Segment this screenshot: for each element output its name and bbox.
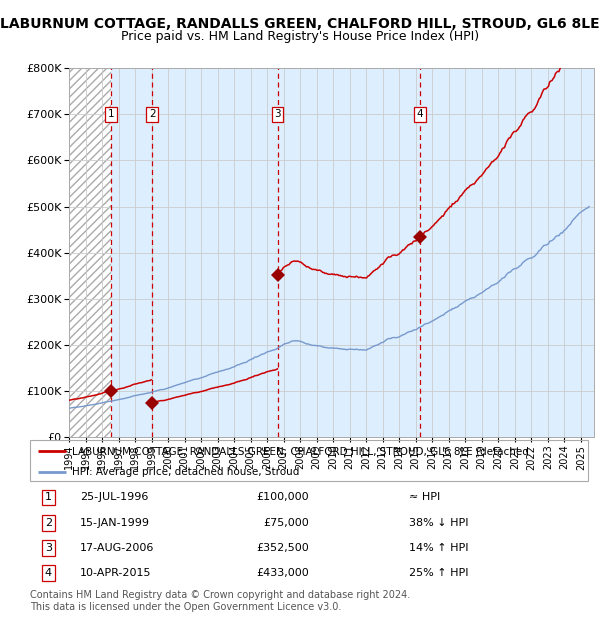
Text: £100,000: £100,000 xyxy=(256,492,309,502)
Bar xyxy=(111,68,152,437)
Bar xyxy=(420,68,594,437)
Text: 25% ↑ HPI: 25% ↑ HPI xyxy=(409,569,469,578)
Text: 1: 1 xyxy=(108,109,115,119)
Text: £433,000: £433,000 xyxy=(256,569,309,578)
Text: 38% ↓ HPI: 38% ↓ HPI xyxy=(409,518,469,528)
Text: 17-AUG-2006: 17-AUG-2006 xyxy=(80,543,155,553)
Bar xyxy=(278,68,420,437)
Text: Price paid vs. HM Land Registry's House Price Index (HPI): Price paid vs. HM Land Registry's House … xyxy=(121,30,479,43)
Text: 10-APR-2015: 10-APR-2015 xyxy=(80,569,152,578)
Text: £75,000: £75,000 xyxy=(263,518,309,528)
Text: 3: 3 xyxy=(45,543,52,553)
Text: 25-JUL-1996: 25-JUL-1996 xyxy=(80,492,149,502)
Text: 15-JAN-1999: 15-JAN-1999 xyxy=(80,518,150,528)
Text: ≈ HPI: ≈ HPI xyxy=(409,492,440,502)
Text: Contains HM Land Registry data © Crown copyright and database right 2024.
This d: Contains HM Land Registry data © Crown c… xyxy=(30,590,410,612)
Text: 4: 4 xyxy=(417,109,424,119)
Text: £352,500: £352,500 xyxy=(256,543,309,553)
Text: LABURNUM COTTAGE, RANDALLS GREEN, CHALFORD HILL, STROUD, GL6 8LE: LABURNUM COTTAGE, RANDALLS GREEN, CHALFO… xyxy=(0,17,600,32)
Bar xyxy=(69,68,111,437)
Text: LABURNUM COTTAGE, RANDALLS GREEN, CHALFORD HILL, STROUD, GL6 8LE (detached: LABURNUM COTTAGE, RANDALLS GREEN, CHALFO… xyxy=(72,446,529,456)
Text: 4: 4 xyxy=(45,569,52,578)
Text: 2: 2 xyxy=(45,518,52,528)
Text: 1: 1 xyxy=(45,492,52,502)
Text: 14% ↑ HPI: 14% ↑ HPI xyxy=(409,543,469,553)
Text: 3: 3 xyxy=(274,109,281,119)
Bar xyxy=(152,68,278,437)
Text: 2: 2 xyxy=(149,109,155,119)
Text: HPI: Average price, detached house, Stroud: HPI: Average price, detached house, Stro… xyxy=(72,467,299,477)
